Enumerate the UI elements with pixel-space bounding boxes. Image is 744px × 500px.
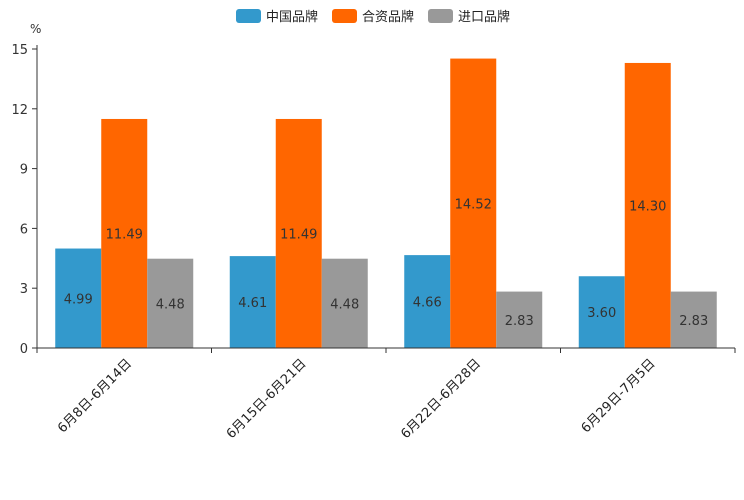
x-category-label: 6月29日-7月5日 xyxy=(579,356,659,436)
bar-value-label: 4.66 xyxy=(413,296,442,311)
bar-value-label: 4.99 xyxy=(64,292,93,307)
y-tick-label: 12 xyxy=(11,103,28,118)
legend-swatch[interactable] xyxy=(428,9,453,23)
y-tick-label: 9 xyxy=(20,163,28,178)
bar[interactable] xyxy=(624,62,671,348)
bar-value-label: 2.83 xyxy=(679,314,708,329)
bar[interactable] xyxy=(275,118,322,348)
x-category-label: 6月15日-6月21日 xyxy=(224,356,310,442)
legend-swatch[interactable] xyxy=(236,9,261,23)
bar[interactable] xyxy=(147,258,194,348)
legend-label[interactable]: 中国品牌 xyxy=(266,9,318,25)
y-tick-label: 0 xyxy=(20,342,28,357)
y-tick-label: 6 xyxy=(20,222,28,237)
bar-value-label: 3.60 xyxy=(587,306,616,321)
bars: 4.99 11.49 4.48 4.61 11.49 4.48 4.66 14.52 2.83 3… xyxy=(55,58,717,349)
bar[interactable] xyxy=(101,118,148,348)
bar[interactable] xyxy=(55,248,102,348)
bar-value-label: 11.49 xyxy=(106,227,143,242)
legend: 中国品牌 合资品牌 进口品牌 xyxy=(236,9,510,25)
legend-label[interactable]: 进口品牌 xyxy=(458,9,510,25)
bar[interactable] xyxy=(670,291,717,348)
bar-value-label: 4.48 xyxy=(156,297,185,312)
legend-label[interactable]: 合资品牌 xyxy=(362,9,414,25)
bar[interactable] xyxy=(450,58,497,349)
y-axis-unit-label: % xyxy=(30,22,41,36)
bar-value-label: 4.48 xyxy=(330,297,359,312)
y-tick-label: 15 xyxy=(11,43,28,58)
bar[interactable] xyxy=(321,258,368,348)
bar-value-label: 14.30 xyxy=(629,199,666,214)
bar[interactable] xyxy=(229,256,276,348)
bar[interactable] xyxy=(578,276,625,348)
bar-value-label: 14.52 xyxy=(455,197,492,212)
bar-value-label: 4.61 xyxy=(238,296,267,311)
bar[interactable] xyxy=(404,255,451,348)
x-category-label: 6月8日-6月14日 xyxy=(55,356,135,436)
y-axis: 0 3 6 9 12 15 xyxy=(11,43,38,357)
bar[interactable] xyxy=(496,291,543,348)
legend-swatch[interactable] xyxy=(332,9,357,23)
bar-value-label: 11.49 xyxy=(280,227,317,242)
y-tick-label: 3 xyxy=(20,282,28,297)
x-category-label: 6月22日-6月28日 xyxy=(398,356,484,442)
x-axis: 6月8日-6月14日 6月15日-6月21日 6月22日-6月28日 6月29日-7月… xyxy=(36,347,736,442)
bar-value-label: 2.83 xyxy=(505,314,534,329)
